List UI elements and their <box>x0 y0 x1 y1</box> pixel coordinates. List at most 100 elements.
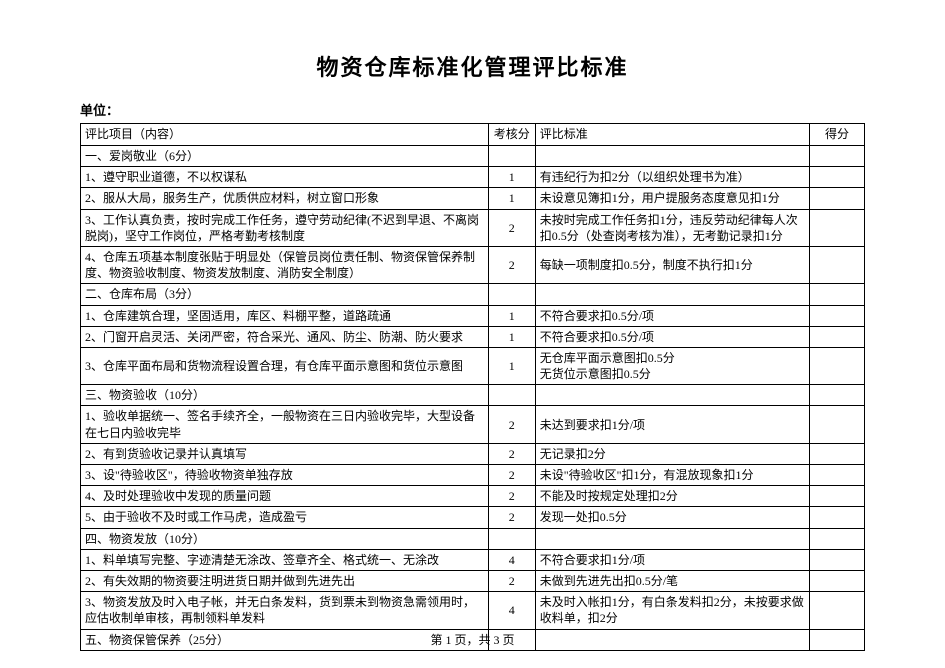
cell-item: 一、爱岗敬业（6分） <box>81 146 489 167</box>
cell-score: 2 <box>488 406 535 443</box>
cell-got <box>810 406 865 443</box>
cell-score: 1 <box>488 305 535 326</box>
cell-score: 4 <box>488 549 535 570</box>
cell-item: 1、料单填写完整、字迹清楚无涂改、签章齐全、格式统一、无涂改 <box>81 549 489 570</box>
page-footer: 第 1 页，共 3 页 <box>0 631 945 648</box>
header-got: 得分 <box>810 124 865 146</box>
header-standard: 评比标准 <box>535 124 809 146</box>
table-row: 4、仓库五项基本制度张贴于明显处（保管员岗位责任制、物资保管保养制度、物资验收制… <box>81 246 865 283</box>
table-row: 1、料单填写完整、字迹清楚无涂改、签章齐全、格式统一、无涂改4不符合要求扣1分/… <box>81 549 865 570</box>
cell-score: 2 <box>488 486 535 507</box>
cell-got <box>810 246 865 283</box>
table-row: 三、物资验收（10分） <box>81 385 865 406</box>
cell-got <box>810 592 865 629</box>
cell-got <box>810 465 865 486</box>
cell-item: 3、工作认真负责，按时完成工作任务，遵守劳动纪律(不迟到早退、不离岗脱岗)，坚守… <box>81 209 489 246</box>
table-row: 2、有到货验收记录并认真填写2无记录扣2分 <box>81 443 865 464</box>
cell-item: 2、服从大局，服务生产，优质供应材料，树立窗口形象 <box>81 188 489 209</box>
cell-standard: 未达到要求扣1分/项 <box>535 406 809 443</box>
cell-item: 2、有到货验收记录并认真填写 <box>81 443 489 464</box>
cell-got <box>810 385 865 406</box>
cell-item: 2、有失效期的物资要注明进货日期并做到先进先出 <box>81 570 489 591</box>
cell-item: 1、仓库建筑合理，坚固适用，库区、料棚平整，道路疏通 <box>81 305 489 326</box>
cell-score <box>488 385 535 406</box>
table-row: 4、及时处理验收中发现的质量问题2不能及时按规定处理扣2分 <box>81 486 865 507</box>
cell-item: 4、仓库五项基本制度张贴于明显处（保管员岗位责任制、物资保管保养制度、物资验收制… <box>81 246 489 283</box>
cell-standard <box>535 146 809 167</box>
cell-standard: 未设意见簿扣1分，用户提服务态度意见扣1分 <box>535 188 809 209</box>
table-row: 二、仓库布局（3分） <box>81 284 865 305</box>
table-row: 四、物资发放（10分） <box>81 528 865 549</box>
cell-score: 2 <box>488 507 535 528</box>
table-row: 3、工作认真负责，按时完成工作任务，遵守劳动纪律(不迟到早退、不离岗脱岗)，坚守… <box>81 209 865 246</box>
cell-standard: 发现一处扣0.5分 <box>535 507 809 528</box>
table-row: 5、由于验收不及时或工作马虎，造成盈亏2发现一处扣0.5分 <box>81 507 865 528</box>
table-row: 3、仓库平面布局和货物流程设置合理，有仓库平面示意图和货位示意图1无仓库平面示意… <box>81 347 865 384</box>
cell-standard: 不符合要求扣0.5分/项 <box>535 305 809 326</box>
cell-standard <box>535 284 809 305</box>
header-item: 评比项目（内容） <box>81 124 489 146</box>
cell-item: 3、仓库平面布局和货物流程设置合理，有仓库平面示意图和货位示意图 <box>81 347 489 384</box>
cell-standard: 每缺一项制度扣0.5分，制度不执行扣1分 <box>535 246 809 283</box>
table-row: 一、爱岗敬业（6分） <box>81 146 865 167</box>
cell-standard <box>535 528 809 549</box>
cell-got <box>810 326 865 347</box>
cell-score: 1 <box>488 167 535 188</box>
cell-item: 1、验收单据统一、签名手续齐全，一般物资在三日内验收完毕，大型设备在七日内验收完… <box>81 406 489 443</box>
cell-got <box>810 305 865 326</box>
cell-standard: 不符合要求扣0.5分/项 <box>535 326 809 347</box>
cell-standard: 不符合要求扣1分/项 <box>535 549 809 570</box>
cell-standard: 无记录扣2分 <box>535 443 809 464</box>
cell-standard <box>535 385 809 406</box>
cell-score <box>488 284 535 305</box>
cell-standard: 无仓库平面示意图扣0.5分 无货位示意图扣0.5分 <box>535 347 809 384</box>
cell-got <box>810 146 865 167</box>
cell-got <box>810 443 865 464</box>
cell-score: 2 <box>488 465 535 486</box>
cell-score <box>488 528 535 549</box>
cell-item: 4、及时处理验收中发现的质量问题 <box>81 486 489 507</box>
cell-standard: 有违纪行为扣2分（以组织处理书为准） <box>535 167 809 188</box>
cell-item: 四、物资发放（10分） <box>81 528 489 549</box>
table-row: 2、门窗开启灵活、关闭严密，符合采光、通风、防尘、防潮、防火要求1不符合要求扣0… <box>81 326 865 347</box>
cell-got <box>810 167 865 188</box>
cell-standard: 未做到先进先出扣0.5分/笔 <box>535 570 809 591</box>
cell-got <box>810 486 865 507</box>
cell-got <box>810 284 865 305</box>
cell-got <box>810 570 865 591</box>
cell-got <box>810 528 865 549</box>
cell-standard: 未设"待验收区"扣1分，有混放现象扣1分 <box>535 465 809 486</box>
cell-got <box>810 507 865 528</box>
cell-score: 4 <box>488 592 535 629</box>
cell-got <box>810 549 865 570</box>
header-row: 评比项目（内容） 考核分 评比标准 得分 <box>81 124 865 146</box>
cell-got <box>810 347 865 384</box>
table-row: 3、设"待验收区"，待验收物资单独存放2未设"待验收区"扣1分，有混放现象扣1分 <box>81 465 865 486</box>
cell-score: 2 <box>488 209 535 246</box>
table-row: 2、有失效期的物资要注明进货日期并做到先进先出2未做到先进先出扣0.5分/笔 <box>81 570 865 591</box>
table-row: 3、物资发放及时入电子帐，并无白条发料，货到票未到物资急需领用时，应估收制单审核… <box>81 592 865 629</box>
cell-got <box>810 188 865 209</box>
cell-item: 三、物资验收（10分） <box>81 385 489 406</box>
cell-standard: 不能及时按规定处理扣2分 <box>535 486 809 507</box>
evaluation-table: 评比项目（内容） 考核分 评比标准 得分 一、爱岗敬业（6分）1、遵守职业道德，… <box>80 123 865 651</box>
cell-item: 2、门窗开启灵活、关闭严密，符合采光、通风、防尘、防潮、防火要求 <box>81 326 489 347</box>
unit-label: 单位： <box>80 100 865 119</box>
document-title: 物资仓库标准化管理评比标准 <box>80 50 865 82</box>
cell-item: 3、设"待验收区"，待验收物资单独存放 <box>81 465 489 486</box>
cell-item: 5、由于验收不及时或工作马虎，造成盈亏 <box>81 507 489 528</box>
cell-score <box>488 146 535 167</box>
cell-score: 2 <box>488 570 535 591</box>
cell-score: 2 <box>488 246 535 283</box>
cell-standard: 未按时完成工作任务扣1分，违反劳动纪律每人次扣0.5分（处查岗考核为准），无考勤… <box>535 209 809 246</box>
table-row: 1、遵守职业道德，不以权谋私1有违纪行为扣2分（以组织处理书为准） <box>81 167 865 188</box>
cell-item: 二、仓库布局（3分） <box>81 284 489 305</box>
cell-got <box>810 209 865 246</box>
cell-score: 2 <box>488 443 535 464</box>
table-row: 1、验收单据统一、签名手续齐全，一般物资在三日内验收完毕，大型设备在七日内验收完… <box>81 406 865 443</box>
cell-score: 1 <box>488 347 535 384</box>
table-row: 1、仓库建筑合理，坚固适用，库区、料棚平整，道路疏通1不符合要求扣0.5分/项 <box>81 305 865 326</box>
cell-item: 3、物资发放及时入电子帐，并无白条发料，货到票未到物资急需领用时，应估收制单审核… <box>81 592 489 629</box>
table-row: 2、服从大局，服务生产，优质供应材料，树立窗口形象1未设意见簿扣1分，用户提服务… <box>81 188 865 209</box>
cell-item: 1、遵守职业道德，不以权谋私 <box>81 167 489 188</box>
